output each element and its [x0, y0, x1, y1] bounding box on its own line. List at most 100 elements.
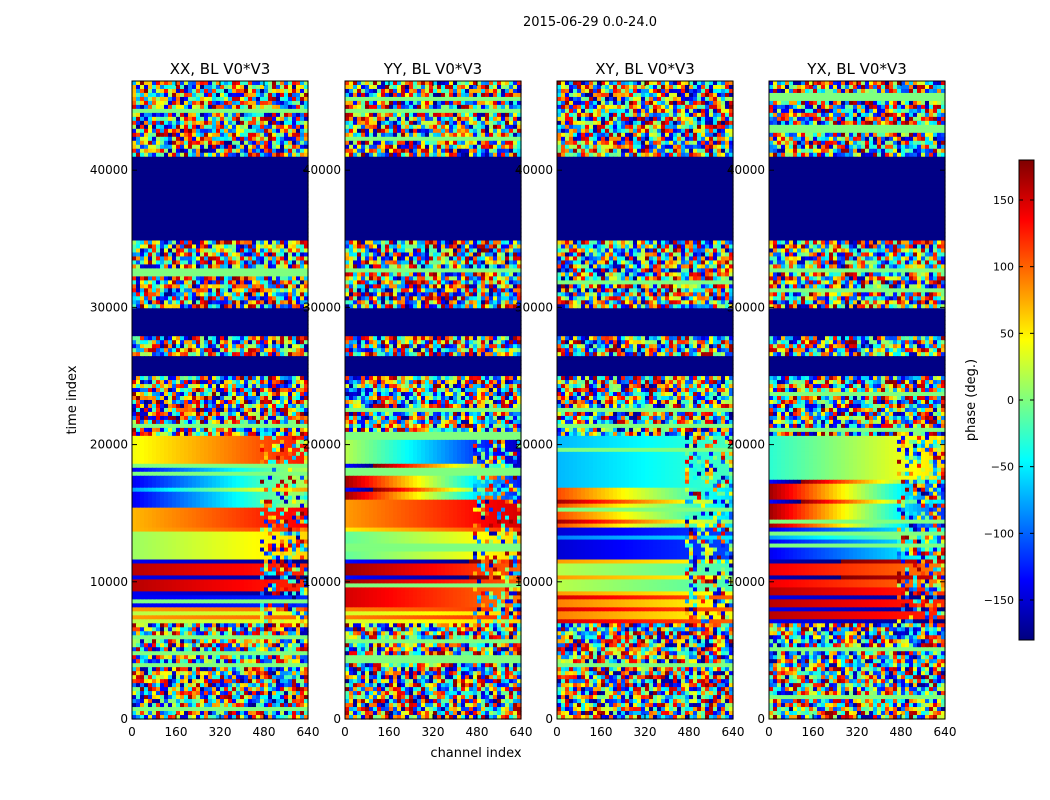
heatmap-cell	[272, 411, 277, 417]
heatmap-cell	[172, 527, 177, 533]
heatmap-cell	[172, 268, 177, 273]
heatmap-cell	[188, 256, 193, 262]
heatmap-cell	[300, 140, 305, 146]
heatmap-cell	[304, 396, 309, 401]
heatmap-cell	[252, 236, 257, 242]
heatmap-cell	[252, 340, 257, 345]
heatmap-cell	[216, 108, 221, 114]
heatmap-cell	[244, 192, 249, 198]
heatmap-cell	[288, 407, 293, 413]
heatmap-cell	[184, 507, 189, 513]
heatmap-cell	[176, 507, 181, 513]
heatmap-cell	[240, 439, 245, 445]
heatmap-cell	[276, 523, 281, 529]
heatmap-cell	[164, 320, 169, 325]
heatmap-cell	[244, 216, 249, 222]
heatmap-cell	[280, 523, 285, 529]
heatmap-cell	[216, 431, 221, 437]
heatmap-cell	[216, 495, 221, 501]
heatmap-cell	[240, 384, 245, 389]
heatmap-cell	[228, 400, 233, 405]
heatmap-cell	[192, 272, 197, 277]
heatmap-cell	[276, 487, 281, 493]
heatmap-cell	[268, 388, 273, 393]
heatmap-cell	[200, 196, 205, 202]
heatmap-cell	[208, 527, 213, 533]
heatmap-cell	[132, 531, 137, 537]
heatmap-cell	[212, 244, 217, 250]
heatmap-cell	[300, 96, 305, 102]
heatmap-cell	[240, 252, 245, 258]
heatmap-cell	[240, 208, 245, 214]
heatmap-cell	[224, 164, 229, 170]
heatmap-cell	[144, 184, 149, 190]
heatmap-cell	[164, 92, 169, 98]
heatmap-cell	[288, 348, 293, 353]
heatmap-cell	[156, 376, 161, 381]
heatmap-cell	[280, 160, 285, 166]
heatmap-cell	[196, 276, 201, 281]
heatmap-cell	[304, 487, 309, 493]
heatmap-cell	[176, 368, 181, 373]
heatmap-cell	[236, 160, 241, 166]
heatmap-cell	[276, 324, 281, 329]
heatmap-cell	[280, 268, 285, 273]
heatmap-cell	[240, 324, 245, 329]
heatmap-cell	[216, 312, 221, 317]
heatmap-cell	[132, 431, 137, 437]
heatmap-cell	[240, 332, 245, 337]
heatmap-cell	[244, 427, 249, 433]
heatmap-cell	[172, 168, 177, 174]
heatmap-cell	[236, 447, 241, 453]
heatmap-cell	[144, 188, 149, 194]
heatmap-cell	[212, 372, 217, 377]
heatmap-cell	[156, 312, 161, 317]
heatmap-cell	[168, 264, 173, 270]
heatmap-cell	[300, 487, 305, 493]
heatmap-cell	[204, 284, 209, 289]
heatmap-cell	[268, 128, 273, 134]
heatmap-cell	[292, 427, 297, 433]
heatmap-cell	[188, 356, 193, 361]
heatmap-cell	[152, 499, 157, 505]
heatmap-cell	[180, 152, 185, 158]
heatmap-cell	[208, 220, 213, 226]
heatmap-cell	[296, 256, 301, 262]
heatmap-cell	[204, 336, 209, 341]
heatmap-cell	[252, 471, 257, 477]
heatmap-cell	[132, 144, 137, 150]
heatmap-cell	[152, 324, 157, 329]
heatmap-cell	[284, 128, 289, 134]
heatmap-cell	[172, 479, 177, 485]
heatmap-cell	[180, 507, 185, 513]
heatmap-cell	[144, 443, 149, 449]
heatmap-cell	[296, 208, 301, 214]
heatmap-cell	[156, 160, 161, 166]
heatmap-cell	[136, 463, 141, 469]
heatmap-cell	[268, 156, 273, 162]
heatmap-cell	[224, 523, 229, 529]
heatmap-cell	[188, 156, 193, 162]
heatmap-cell	[208, 443, 213, 449]
heatmap-cell	[236, 200, 241, 206]
heatmap-cell	[220, 364, 225, 369]
heatmap-cell	[276, 491, 281, 497]
heatmap-cell	[284, 156, 289, 162]
heatmap-cell	[200, 280, 205, 285]
heatmap-cell	[228, 164, 233, 170]
heatmap-cell	[144, 320, 149, 325]
heatmap-cell	[216, 228, 221, 234]
heatmap-cell	[212, 124, 217, 130]
heatmap-cell	[236, 495, 241, 501]
heatmap-cell	[196, 427, 201, 433]
heatmap-cell	[272, 176, 277, 182]
heatmap-cell	[252, 320, 257, 325]
heatmap-cell	[268, 487, 273, 493]
heatmap-cell	[164, 100, 169, 106]
heatmap-cell	[220, 372, 225, 377]
heatmap-cell	[136, 104, 141, 110]
heatmap-cell	[240, 304, 245, 309]
heatmap-cell	[296, 160, 301, 166]
heatmap-cell	[280, 288, 285, 293]
heatmap-cell	[248, 483, 253, 489]
